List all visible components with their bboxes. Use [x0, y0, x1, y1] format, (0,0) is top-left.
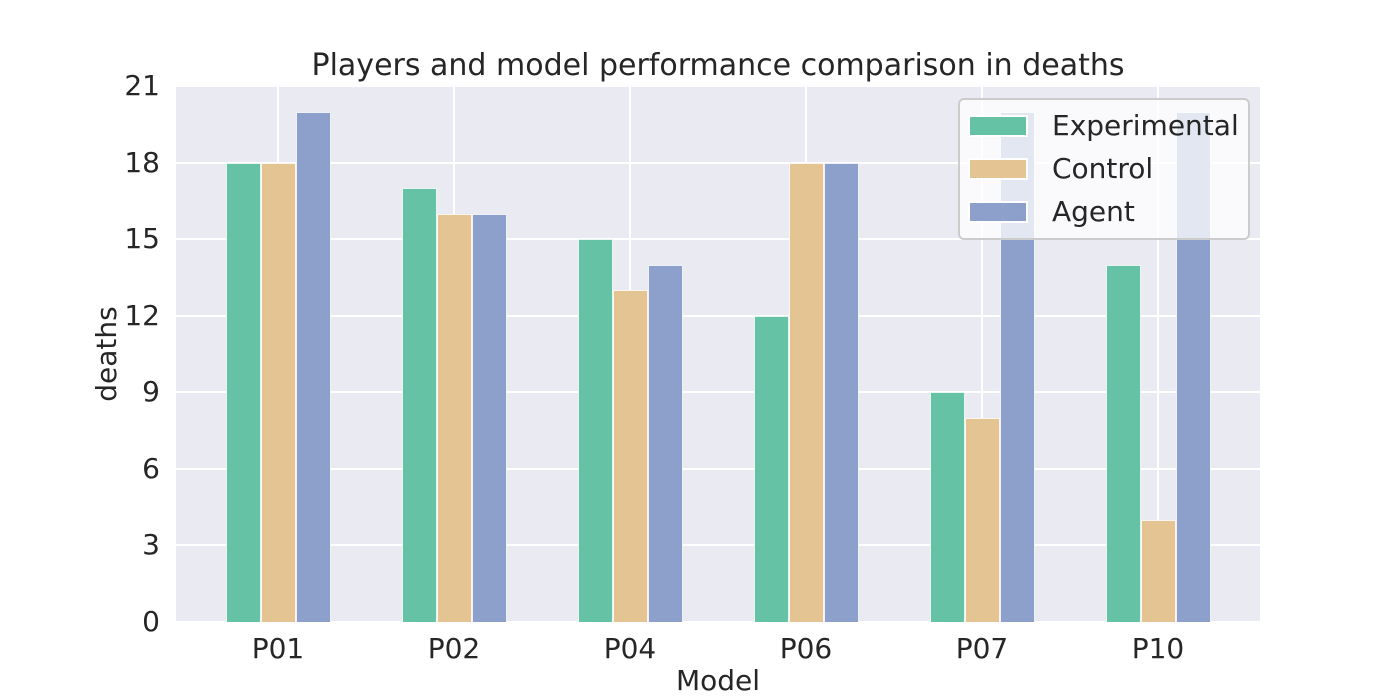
- bar-control-P07: [964, 418, 1000, 622]
- bar-experimental-P04: [577, 239, 613, 622]
- bar-control-P02: [436, 214, 472, 622]
- bar-experimental-P06: [753, 316, 789, 622]
- gridline-horizontal: [176, 621, 1260, 623]
- bar-agent-P04: [647, 265, 683, 622]
- legend-swatch-control: [968, 157, 1028, 180]
- bar-experimental-P01: [225, 163, 261, 622]
- legend-item-control: Control: [968, 147, 1238, 190]
- bar-control-P01: [260, 163, 296, 622]
- gridline-horizontal: [176, 314, 1260, 317]
- x-tick-label-P10: P10: [1131, 632, 1185, 665]
- legend-swatch-agent: [968, 201, 1028, 224]
- y-tick-label: 15: [124, 222, 160, 256]
- bar-agent-P06: [823, 163, 859, 622]
- legend-label: Experimental: [1052, 108, 1239, 142]
- bar-group-P02: [401, 188, 507, 622]
- bar-control-P04: [612, 290, 648, 622]
- legend-label: Agent: [1052, 195, 1135, 229]
- chart-title: Players and model performance comparison…: [311, 48, 1125, 83]
- legend-item-experimental: Experimental: [968, 104, 1239, 147]
- gridline-horizontal: [176, 391, 1260, 394]
- bar-experimental-P02: [401, 188, 437, 622]
- legend: Experimental Control Agent: [958, 98, 1250, 240]
- x-tick-label-P04: P04: [603, 632, 657, 665]
- bar-experimental-P10: [1105, 265, 1141, 622]
- gridline-horizontal: [176, 161, 1260, 164]
- gridline-vertical: [981, 86, 983, 622]
- x-axis-label: Model: [675, 664, 761, 697]
- bar-group-P01: [225, 112, 331, 622]
- legend-swatch-experimental: [968, 114, 1028, 137]
- x-tick-label-P02: P02: [427, 632, 481, 665]
- y-tick-label: 21: [124, 69, 160, 102]
- y-tick-label: 3: [142, 528, 160, 562]
- bar-agent-P02: [471, 214, 507, 622]
- y-tick-label: 6: [142, 451, 160, 485]
- gridline-horizontal: [176, 238, 1260, 241]
- legend-label: Control: [1052, 151, 1154, 185]
- y-tick-label: 9: [142, 375, 160, 409]
- gridline-vertical: [1157, 86, 1159, 622]
- bar-control-P10: [1140, 520, 1176, 622]
- y-tick-label: 0: [142, 605, 160, 638]
- legend-item-agent: Agent: [968, 191, 1238, 234]
- y-tick-label: 12: [124, 298, 160, 332]
- gridline-horizontal: [176, 467, 1260, 470]
- bar-group-P04: [577, 239, 683, 622]
- gridline-horizontal: [176, 544, 1260, 547]
- x-tick-label-P07: P07: [955, 632, 1009, 665]
- bar-experimental-P07: [929, 392, 965, 622]
- bar-group-P06: [753, 163, 859, 622]
- bar-agent-P01: [295, 112, 331, 622]
- y-tick-label: 18: [124, 145, 160, 179]
- x-tick-label-P06: P06: [779, 632, 833, 665]
- bar-control-P06: [788, 163, 824, 622]
- x-tick-label-P01: P01: [251, 632, 305, 665]
- gridline-horizontal: [176, 85, 1260, 87]
